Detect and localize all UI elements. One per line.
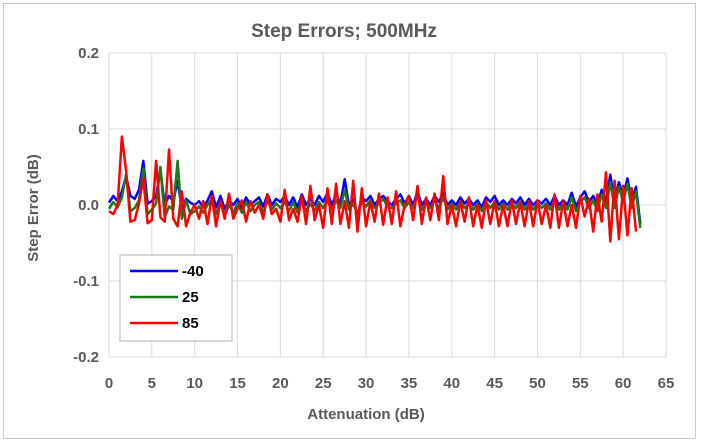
x-tick-label: 25 <box>315 375 332 392</box>
y-axis-ticks: 0.2 0.1 0.0 -0.1 -0.2 <box>73 45 99 366</box>
series-line-0 <box>107 159 642 225</box>
series-line-2 <box>108 135 638 243</box>
x-tick-label: 50 <box>529 375 546 392</box>
x-tick-label: 10 <box>186 375 203 392</box>
chart-title: Step Errors; 500MHz <box>251 21 437 42</box>
y-tick-label: -0.1 <box>73 273 99 290</box>
legend-label: -40 <box>182 263 204 280</box>
legend-label: 25 <box>182 289 199 306</box>
y-tick-label: 0.0 <box>78 197 99 214</box>
x-tick-label: 45 <box>486 375 503 392</box>
y-tick-label: -0.2 <box>73 349 99 366</box>
x-tick-label: 55 <box>572 375 589 392</box>
y-axis-title: Step Error (dB) <box>25 154 42 262</box>
x-axis-ticks: 0 5 10 15 20 25 30 35 40 45 50 55 60 65 <box>105 375 675 392</box>
x-tick-label: 60 <box>615 375 632 392</box>
x-tick-label: 40 <box>443 375 460 392</box>
series-line-1 <box>107 159 642 228</box>
x-axis-title: Attenuation (dB) <box>307 406 424 423</box>
x-tick-label: 35 <box>401 375 418 392</box>
y-tick-label: 0.2 <box>78 45 99 62</box>
x-tick-label: 30 <box>358 375 375 392</box>
x-tick-label: 5 <box>148 375 156 392</box>
x-tick-label: 15 <box>229 375 246 392</box>
legend: -40 25 85 <box>119 254 233 342</box>
x-tick-label: 65 <box>658 375 675 392</box>
x-tick-label: 0 <box>105 375 113 392</box>
legend-label: 85 <box>182 315 199 332</box>
y-tick-label: 0.1 <box>78 121 99 138</box>
series-lines <box>107 135 642 243</box>
x-tick-label: 20 <box>272 375 289 392</box>
